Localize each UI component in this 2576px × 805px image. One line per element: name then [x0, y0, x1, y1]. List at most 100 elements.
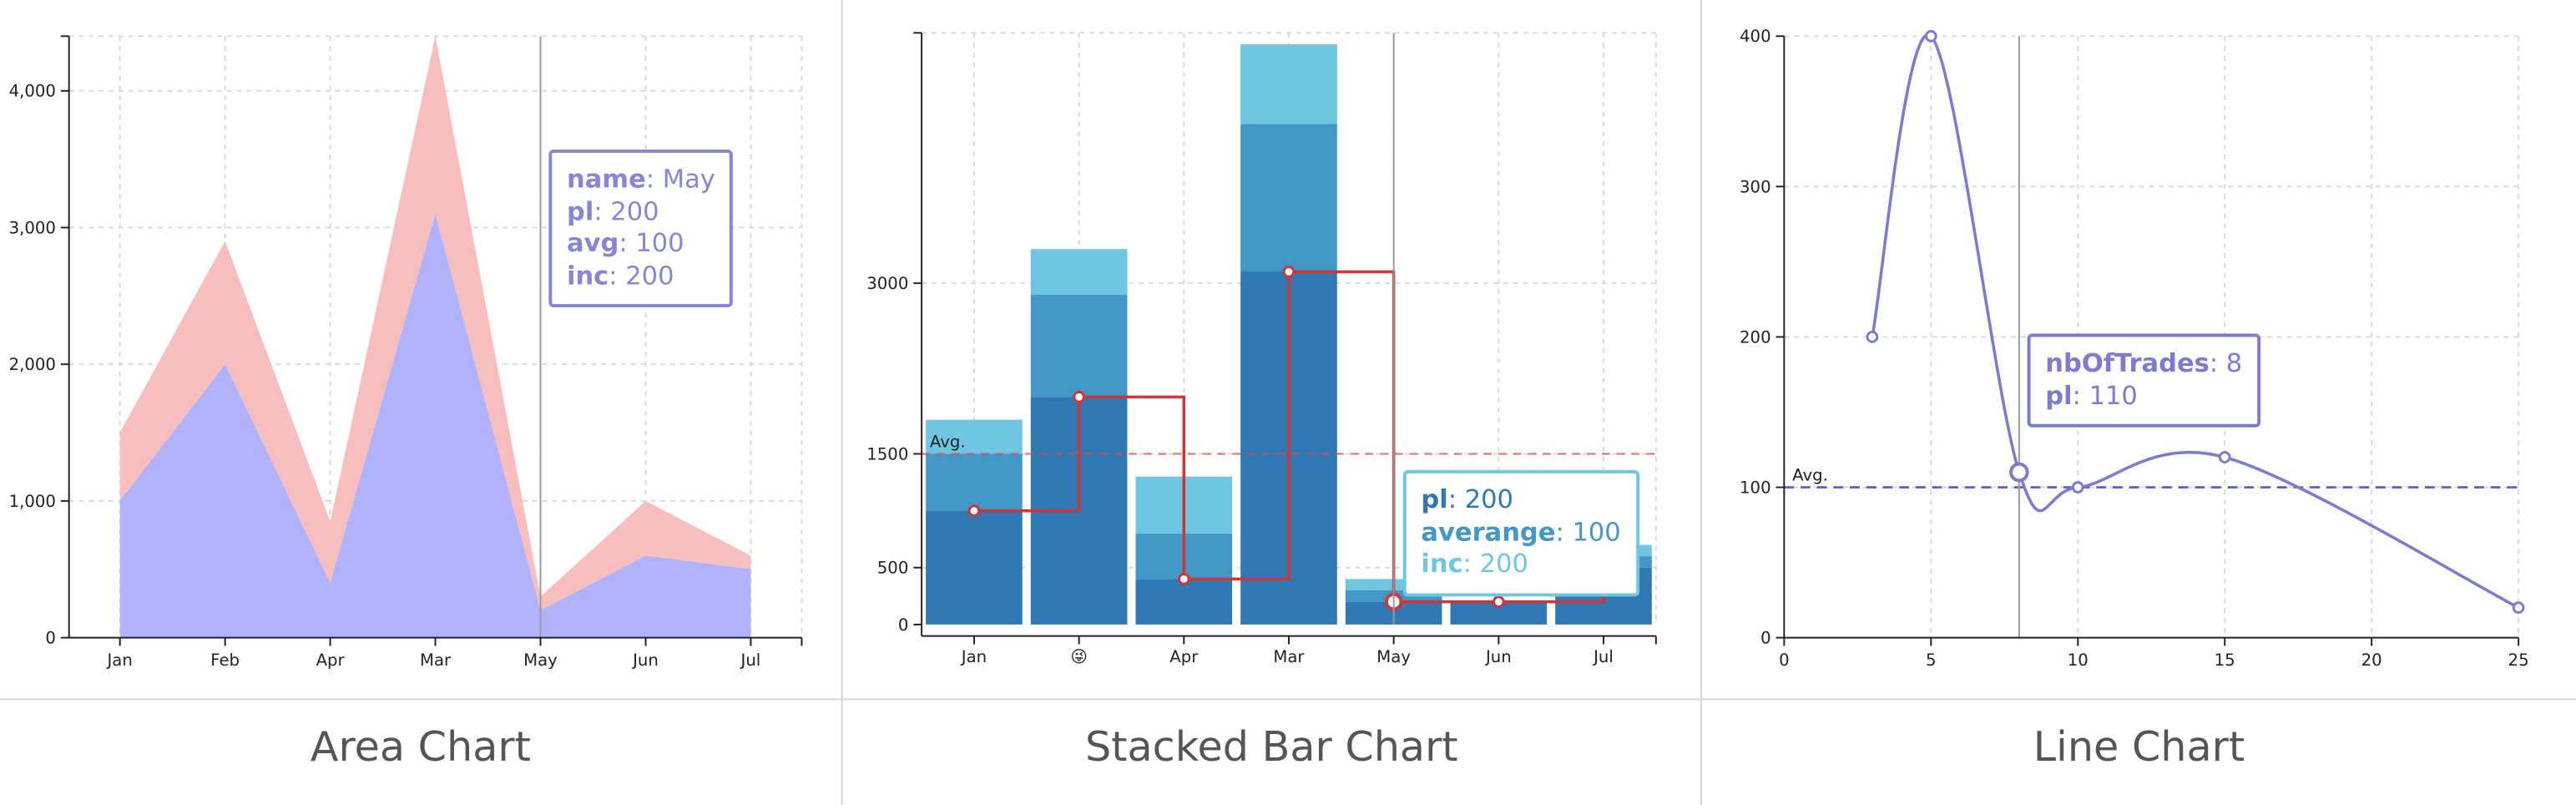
- x-tick-label: 0: [1779, 651, 1790, 670]
- y-tick-label: 1500: [866, 444, 908, 463]
- x-tick-label: Apr: [316, 651, 346, 670]
- bar-averange: [1240, 124, 1337, 272]
- series-point: [2071, 481, 2084, 494]
- step-point: [1282, 266, 1296, 278]
- bar-inc: [1240, 43, 1337, 124]
- y-tick-label: 100: [1740, 478, 1771, 497]
- step-point: [1073, 390, 1086, 403]
- panel-divider: [841, 0, 843, 805]
- x-tick-label: Jan: [960, 647, 987, 666]
- x-tick-label: 25: [2508, 651, 2529, 670]
- line-chart: Avg. 0 100 200 300 400 0 5 10 15 20 25: [1740, 27, 2529, 670]
- x-tick-label: May: [523, 651, 558, 670]
- tooltip-value: 200: [1479, 549, 1528, 579]
- tooltip-key: pl: [1421, 484, 1448, 515]
- tooltip-value: 200: [625, 260, 674, 291]
- tooltip-line: inc: 200: [566, 260, 674, 291]
- x-tick-label: Mar: [1273, 647, 1305, 666]
- tooltip-key: avg: [566, 228, 619, 258]
- area-chart: 0 1,000 2,000 3,000 4,000 Jan Feb Apr Mar May Jun J…: [9, 35, 803, 670]
- tooltip-line: pl: 110: [2045, 380, 2138, 411]
- x-tick-label: Jul: [740, 651, 761, 670]
- caption-divider: [0, 698, 2576, 701]
- line-chart-panel: Avg. 0 100 200 300 400 0 5 10 15 20 25 nbOfTrades: …: [1702, 0, 2576, 805]
- y-tick-label: 0: [1760, 629, 1771, 648]
- x-tick-label: Jun: [1484, 647, 1512, 666]
- tooltip-line: avg: 100: [566, 228, 684, 258]
- y-tick-label: 4,000: [9, 82, 56, 101]
- bar-pl: [1135, 579, 1233, 625]
- x-tick-label: 5: [1926, 651, 1937, 670]
- tooltip-value: 100: [635, 228, 684, 258]
- bar-inc: [926, 419, 1023, 454]
- y-tick-label: 0: [898, 615, 909, 635]
- area-chart-tooltip: name: May pl: 200 avg: 100 inc: 200: [548, 149, 734, 308]
- bar-averange: [1030, 294, 1128, 397]
- tooltip-line: name: May: [566, 164, 715, 195]
- x-tick-label: Jun: [631, 651, 659, 670]
- y-tick-label: 1,000: [9, 492, 56, 511]
- series-point: [2512, 601, 2525, 614]
- y-tick-label: 200: [1740, 327, 1771, 347]
- area-chart-panel: 0 1,000 2,000 3,000 4,000 Jan Feb Apr Mar May Jun J…: [0, 0, 841, 805]
- series-point: [1866, 331, 1879, 343]
- panel-divider: [1700, 0, 1702, 805]
- reference-line-label: Avg.: [930, 433, 966, 452]
- x-tick-label: Jul: [1592, 647, 1614, 666]
- tooltip-value: 8: [2225, 348, 2243, 378]
- series-point: [2218, 451, 2231, 463]
- x-tick-label: Apr: [1169, 647, 1199, 666]
- line-chart-caption: Line Chart: [2033, 722, 2245, 772]
- tooltip-key: inc: [1421, 549, 1463, 579]
- series-area-inc: [119, 36, 751, 610]
- y-tick-label: 0: [45, 629, 56, 648]
- bar-chart-panel: Avg. 0 500 1500 3000 Jan 😜 Apr Mar May Jun Jul pl: …: [843, 0, 1700, 805]
- x-tick-label: May: [1376, 647, 1411, 666]
- series-area-pl: [119, 214, 751, 638]
- y-tick-label: 500: [877, 559, 909, 578]
- tooltip-value: 100: [1572, 516, 1621, 547]
- step-point: [1177, 572, 1190, 585]
- y-tick-label: 3000: [866, 274, 908, 293]
- tooltip-key: pl: [566, 196, 594, 226]
- reference-line-label: Avg.: [1792, 466, 1828, 485]
- tooltip-key: averange: [1421, 516, 1556, 547]
- tooltip-line: inc: 200: [1421, 549, 1528, 579]
- step-line: [973, 270, 1605, 604]
- series-point: [1924, 29, 1937, 43]
- x-tick-label: 15: [2215, 651, 2235, 670]
- x-tick-label: Feb: [210, 651, 240, 670]
- tooltip-value: 200: [1464, 484, 1513, 515]
- line-chart-tooltip: nbOfTrades: 8 pl: 110: [2027, 333, 2260, 428]
- tooltip-key: pl: [2045, 380, 2073, 411]
- tooltip-key: inc: [566, 260, 609, 291]
- tooltip-value: 110: [2089, 380, 2138, 411]
- series-line-pl: [1871, 33, 2519, 610]
- bar-chart-tooltip: pl: 200 averange: 100 inc: 200: [1402, 469, 1639, 596]
- y-tick-label: 300: [1740, 177, 1771, 196]
- tooltip-line: pl: 200: [566, 196, 659, 226]
- tooltip-key: nbOfTrades: [2045, 348, 2210, 378]
- y-tick-label: 3,000: [9, 218, 56, 237]
- x-tick-label: Mar: [420, 651, 452, 670]
- tooltip-value: May: [662, 164, 715, 195]
- x-tick-label: 10: [2068, 651, 2089, 670]
- y-tick-label: 400: [1740, 27, 1771, 46]
- x-tick-label: Jan: [106, 651, 133, 670]
- tooltip-line: nbOfTrades: 8: [2045, 348, 2243, 378]
- step-point: [1492, 595, 1505, 609]
- bar-chart-caption: Stacked Bar Chart: [1084, 722, 1458, 772]
- tooltip-key: name: [566, 164, 646, 195]
- step-point: [967, 504, 981, 518]
- area-chart-caption: Area Chart: [310, 722, 531, 772]
- bar-pl: [926, 510, 1023, 625]
- series-point: [2009, 462, 2029, 483]
- x-tick-label: 20: [2361, 651, 2382, 670]
- x-tick-label: 😜: [1070, 647, 1088, 666]
- bar-inc: [1030, 249, 1128, 295]
- bar-averange: [926, 453, 1023, 511]
- tooltip-value: 200: [610, 196, 659, 226]
- tooltip-line: pl: 200: [1421, 484, 1513, 515]
- tooltip-line: averange: 100: [1421, 516, 1621, 547]
